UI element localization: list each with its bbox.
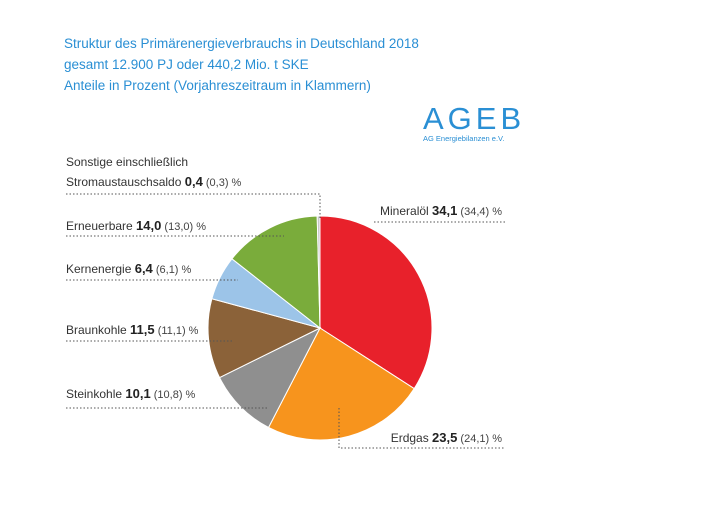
slice-label-mineraloel: Mineralöl 34,1 (34,4) % [380,203,502,218]
slice-label-erneuerbare: Erneuerbare 14,0 (13,0) % [66,218,206,233]
slice-label-kernenergie: Kernenergie 6,4 (6,1) % [66,261,192,276]
ageb-logo: AGEB AG Energiebilanzen e.V. [423,101,526,144]
slice-label-erneuerbare-value: 14,0 [136,218,161,233]
slice-label-erdgas: Erdgas 23,5 (24,1) % [391,430,503,445]
slice-label-sonstige-einschliesslich-stromaustauschsaldo: Stromaustauschsaldo 0,4 (0,3) % [66,174,242,189]
slice-label-braunkohle-value: 11,5 [130,322,155,337]
slice-label-mineraloel-value: 34,1 [432,203,457,218]
slice-label-kernenergie-name: Kernenergie [66,262,135,276]
slice-label-mineraloel-previous: (34,4) [457,206,489,218]
slice-label-braunkohle: Braunkohle 11,5 (11,1) % [66,322,199,337]
pie-slice-sonstige-einschliesslich-stromaustauschsaldo [316,215,321,329]
slice-label-mineraloel-name: Mineralöl [380,204,432,218]
slice-label-kernenergie-previous: (6,1) [153,264,179,276]
slice-label-erneuerbare-previous: (13,0) [161,221,193,233]
leader-line-sonstige-einschliesslich-stromaustauschsaldo [66,193,321,218]
leader-line-erdgas [338,408,505,449]
slice-label-steinkohle-previous: (10,8) [151,389,183,401]
slice-label-braunkohle-unit: % [186,325,199,337]
chart-subtitle: gesamt 12.900 PJ oder 440,2 Mio. t SKE [64,57,309,72]
logo-subtext: AG Energiebilanzen e.V. [423,134,505,143]
slice-label-steinkohle: Steinkohle 10,1 (10,8) % [66,386,196,401]
pie-slice-erdgas [267,327,415,441]
slice-label-steinkohle-value: 10,1 [125,386,150,401]
slice-label-kernenergie-value: 6,4 [135,261,154,276]
slice-label-steinkohle-unit: % [182,389,195,401]
pie-slice-braunkohle [207,298,322,379]
slice-label-erneuerbare-name: Erneuerbare [66,219,136,233]
slice-label-erdgas-unit: % [489,433,502,445]
slice-label-erdgas-name: Erdgas [391,431,432,445]
slice-label-steinkohle-name: Steinkohle [66,387,125,401]
slice-label-braunkohle-name: Braunkohle [66,323,130,337]
slice-label-erdgas-value: 23,5 [432,430,457,445]
slice-label-braunkohle-previous: (11,1) [155,325,186,337]
slice-label-sonstige-einschliesslich-stromaustauschsaldo-previous: (0,3) [203,177,229,189]
chart-title-block: Struktur des Primärenergieverbrauchs in … [64,33,419,96]
slice-label-sonstige-einschliesslich-stromaustauschsaldo-value: 0,4 [185,174,204,189]
slice-label-sonstige-einschliesslich-stromaustauschsaldo-name: Stromaustauschsaldo [66,175,185,189]
chart-note: Anteile in Prozent (Vorjahreszeitraum in… [64,78,371,93]
chart-title: Struktur des Primärenergieverbrauchs in … [64,36,419,51]
slice-label-sonstige-einschliesslich-stromaustauschsaldo-unit: % [229,177,242,189]
pie-slice-steinkohle [218,326,322,429]
pie-slice-erneuerbare [231,215,321,330]
slice-label-kernenergie-unit: % [178,264,191,276]
slice-label-erneuerbare-unit: % [193,221,206,233]
slice-label-erdgas-previous: (24,1) [457,433,489,445]
slice-label-mineraloel-unit: % [489,206,502,218]
logo-text: AGEB [423,101,526,136]
slice-label-sonstige-einschliesslich-stromaustauschsaldo-line1: Sonstige einschließlich [66,155,188,169]
